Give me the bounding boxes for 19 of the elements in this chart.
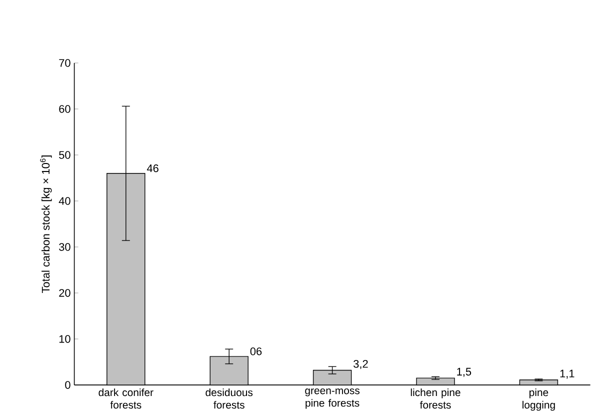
x-tick-label: green-moss pine forests bbox=[305, 388, 360, 409]
y-tick-label: 30 bbox=[59, 243, 70, 251]
x-tick-label: lichen pine forests bbox=[410, 388, 460, 409]
data-label: 1,5 bbox=[457, 368, 472, 377]
x-tick-label: desiduous forests bbox=[206, 388, 253, 409]
y-tick-label: 0 bbox=[65, 381, 70, 389]
y-tick-label: 40 bbox=[58, 197, 70, 205]
y-tick-label: 10 bbox=[59, 335, 70, 343]
x-tick-label: dark conifer forests bbox=[98, 388, 154, 409]
y-tick-label: 50 bbox=[59, 151, 70, 159]
data-label: 1,1 bbox=[560, 370, 574, 379]
y-axis-title: Total carbon stock [kg × 10$^{6}$] bbox=[40, 156, 52, 293]
y-tick-label: 70 bbox=[59, 59, 70, 67]
data-label: 3,2 bbox=[354, 360, 368, 370]
data-label: 46 bbox=[146, 164, 158, 172]
y-tick-label: 60 bbox=[59, 105, 70, 113]
data-label: 06 bbox=[250, 348, 262, 356]
x-tick-label: pine logging bbox=[522, 388, 555, 411]
y-tick-label: 20 bbox=[59, 289, 70, 297]
